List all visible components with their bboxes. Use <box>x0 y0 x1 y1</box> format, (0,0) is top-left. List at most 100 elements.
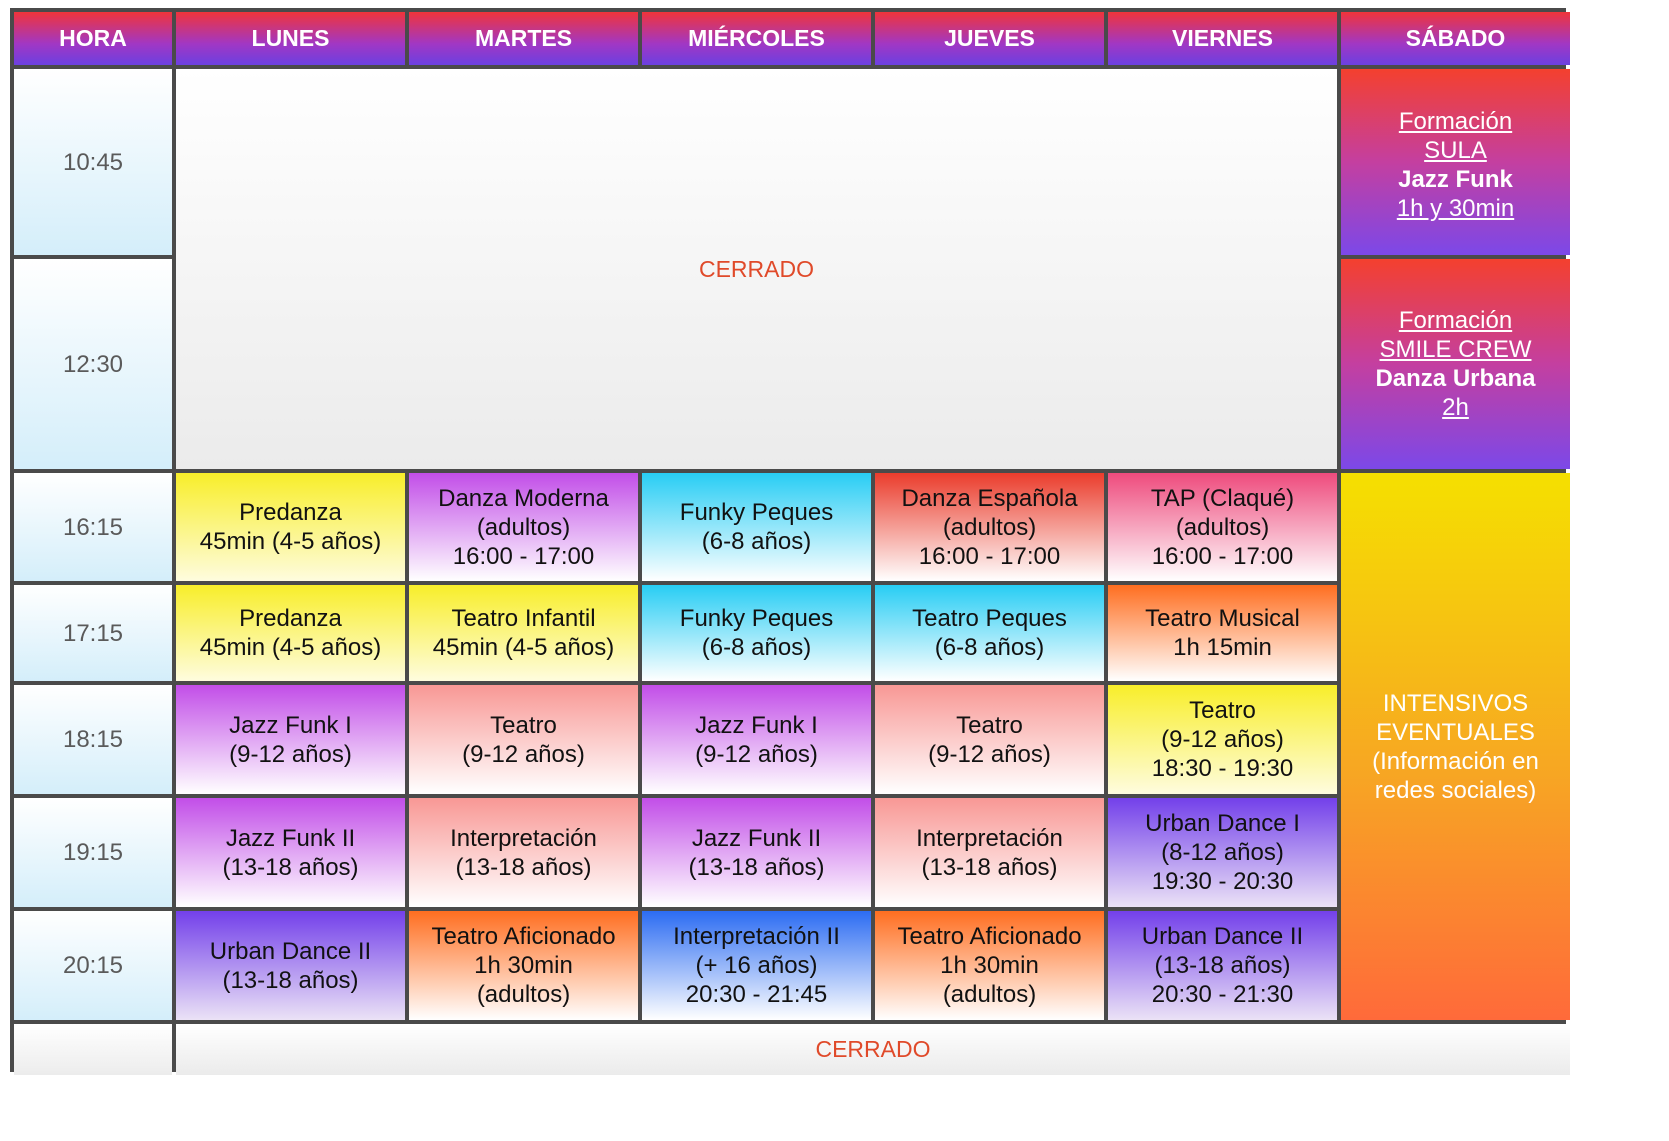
class-line: (13-18 años) <box>455 853 592 881</box>
header-martes: MARTES <box>409 12 638 65</box>
class-line: Jazz Funk II <box>691 824 822 852</box>
class-line: 16:00 - 17:00 <box>1151 542 1294 570</box>
class-line: Predanza <box>239 499 342 526</box>
class-line: (+ 16 años) <box>695 952 818 979</box>
class-line: Teatro Aficionado <box>431 923 616 950</box>
class-line: (13-18 años) <box>921 853 1058 881</box>
class-cell: Teatro (9-12 años) <box>409 685 638 794</box>
class-cell: Teatro Aficionado 1h 30min (adultos) <box>875 911 1104 1020</box>
duration-link[interactable]: 1h y 30min <box>1396 195 1515 222</box>
class-cell: TAP (Claqué) (adultos) 16:00 - 17:00 <box>1108 473 1337 581</box>
class-line: Interpretación <box>450 824 597 852</box>
class-cell: Jazz Funk I (9-12 años) <box>642 685 871 794</box>
class-line: Predanza <box>239 605 342 632</box>
class-line: Teatro <box>490 711 557 739</box>
saturday-formacion-sula[interactable]: Formación SULA Jazz Funk 1h y 30min <box>1341 69 1570 255</box>
class-cell: Teatro Peques (6-8 años) <box>875 585 1104 681</box>
time-slot: 10:45 <box>14 69 172 255</box>
class-line: 16:00 - 17:00 <box>452 542 595 570</box>
header-jueves: JUEVES <box>875 12 1104 65</box>
class-line: TAP (Claqué) <box>1150 484 1295 512</box>
time-slot: 18:15 <box>14 685 172 794</box>
class-line: 18:30 - 19:30 <box>1151 755 1294 782</box>
time-slot: 20:15 <box>14 911 172 1020</box>
duration-link[interactable]: 2h <box>1442 394 1469 421</box>
class-cell: Interpretación II (+ 16 años) 20:30 - 21… <box>642 911 871 1020</box>
class-line: (adultos) <box>476 513 571 541</box>
class-cell: Danza Española (adultos) 16:00 - 17:00 <box>875 473 1104 581</box>
class-line: Interpretación II <box>673 923 840 950</box>
header-sabado: SÁBADO <box>1341 12 1570 65</box>
class-line: (9-12 años) <box>928 740 1051 768</box>
class-line: Interpretación <box>916 824 1063 852</box>
class-line: Jazz Funk I <box>229 711 352 739</box>
time-slot: 12:30 <box>14 259 172 469</box>
class-line: 19:30 - 20:30 <box>1151 868 1294 895</box>
header-miercoles: MIÉRCOLES <box>642 12 871 65</box>
class-line: 16:00 - 17:00 <box>918 542 1061 570</box>
header-lunes: LUNES <box>176 12 405 65</box>
class-line: (9-12 años) <box>229 740 352 768</box>
class-line: Urban Dance I <box>1145 810 1300 837</box>
class-line: (8-12 años) <box>1161 839 1284 866</box>
class-line: Teatro <box>1189 697 1256 724</box>
closed-morning-block: CERRADO <box>176 69 1337 469</box>
class-line: (9-12 años) <box>695 740 818 768</box>
class-line: 1h 30min <box>940 952 1039 979</box>
class-line: Jazz Funk I <box>695 711 818 739</box>
class-cell: Danza Moderna (adultos) 16:00 - 17:00 <box>409 473 638 581</box>
header-hora: HORA <box>14 12 172 65</box>
class-line: Jazz Funk II <box>225 824 356 852</box>
class-cell: Jazz Funk I (9-12 años) <box>176 685 405 794</box>
time-slot: 16:15 <box>14 473 172 581</box>
class-line: (6-8 años) <box>934 634 1045 661</box>
class-cell: Funky Peques (6-8 años) <box>642 585 871 681</box>
class-cell: Teatro Infantil 45min (4-5 años) <box>409 585 638 681</box>
intensivos-line: INTENSIVOS <box>1382 689 1529 717</box>
class-line: Teatro Peques <box>912 605 1067 632</box>
intensivos-line: EVENTUALES <box>1376 718 1535 746</box>
class-line: 20:30 - 21:30 <box>1151 981 1294 1008</box>
class-line: Urban Dance II <box>1141 923 1304 950</box>
class-cell: Teatro Musical 1h 15min <box>1108 585 1337 681</box>
class-cell: Urban Dance I (8-12 años) 19:30 - 20:30 <box>1108 798 1337 907</box>
group-name-link[interactable]: SMILE CREW <box>1379 336 1532 363</box>
class-cell: Teatro (9-12 años) <box>875 685 1104 794</box>
class-cell: Jazz Funk II (13-18 años) <box>176 798 405 907</box>
class-line: Urban Dance II <box>209 937 372 965</box>
class-cell: Predanza 45min (4-5 años) <box>176 585 405 681</box>
group-name-link[interactable]: SULA <box>1424 137 1487 164</box>
class-line: 1h 15min <box>1173 634 1272 661</box>
class-cell: Jazz Funk II (13-18 años) <box>642 798 871 907</box>
class-line: Funky Peques <box>679 605 834 632</box>
class-line: (adultos) <box>476 981 571 1008</box>
time-slot-empty <box>14 1024 172 1075</box>
class-line: 1h 30min <box>474 952 573 979</box>
time-slot: 19:15 <box>14 798 172 907</box>
class-line: (13-18 años) <box>222 853 359 881</box>
class-cell: Urban Dance II (13-18 años) 20:30 - 21:3… <box>1108 911 1337 1020</box>
class-line: (6-8 años) <box>701 528 812 555</box>
class-line: (6-8 años) <box>701 634 812 661</box>
weekly-timetable: HORA LUNES MARTES MIÉRCOLES JUEVES VIERN… <box>10 8 1570 1075</box>
class-cell: Urban Dance II (13-18 años) <box>176 911 405 1020</box>
class-line: Danza Española <box>901 484 1078 512</box>
class-line: 45min (4-5 años) <box>432 634 615 661</box>
class-cell: Interpretación (13-18 años) <box>875 798 1104 907</box>
class-line: 45min (4-5 años) <box>199 528 382 555</box>
discipline-label: Danza Urbana <box>1375 365 1536 392</box>
saturday-formacion-smile-crew[interactable]: Formación SMILE CREW Danza Urbana 2h <box>1341 259 1570 469</box>
class-cell: Teatro Aficionado 1h 30min (adultos) <box>409 911 638 1020</box>
class-cell: Funky Peques (6-8 años) <box>642 473 871 581</box>
formacion-link[interactable]: Formación <box>1398 108 1513 135</box>
intensivos-line: redes sociales) <box>1374 776 1537 804</box>
class-line: (9-12 años) <box>1161 726 1284 753</box>
class-line: Teatro Musical <box>1145 605 1300 632</box>
intensivos-line: (Información en <box>1372 747 1539 775</box>
formacion-link[interactable]: Formación <box>1398 307 1513 334</box>
class-line: Teatro Infantil <box>451 605 596 632</box>
class-line: (adultos) <box>1175 513 1270 541</box>
class-line: (13-18 años) <box>222 966 359 994</box>
class-line: Teatro <box>956 711 1023 739</box>
time-slot: 17:15 <box>14 585 172 681</box>
